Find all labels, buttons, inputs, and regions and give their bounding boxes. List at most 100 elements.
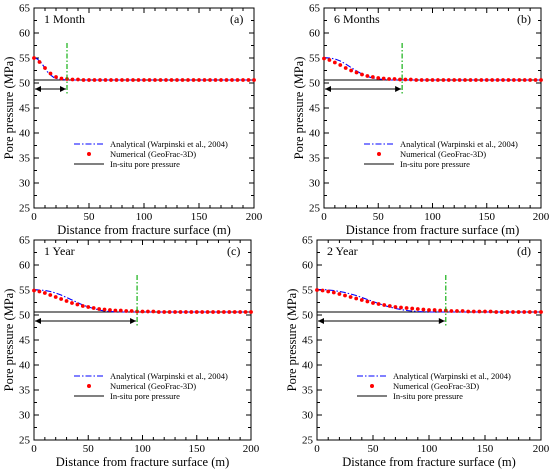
numerical-point — [449, 309, 454, 313]
numerical-point — [81, 78, 86, 82]
numerical-point — [488, 309, 493, 314]
numerical-point — [343, 293, 347, 298]
panel-title: 1 Year — [44, 244, 75, 258]
legend: Analytical (Warpinski et al., 2004)Numer… — [74, 371, 228, 401]
numerical-point — [392, 77, 397, 81]
y-tick-label: 50 — [19, 310, 31, 322]
arrow-head-right — [130, 318, 137, 324]
numerical-point — [484, 78, 489, 82]
numerical-point — [197, 78, 201, 82]
numerical-point — [120, 78, 124, 82]
numerical-point — [70, 301, 74, 305]
numerical-point — [430, 78, 435, 82]
numerical-point — [354, 296, 359, 301]
numerical-point — [224, 78, 229, 82]
x-axis-label: Distance from fracture surface (m) — [342, 455, 516, 469]
x-tick-label: 200 — [533, 443, 550, 455]
numerical-point — [75, 302, 80, 307]
numerical-point — [147, 78, 152, 82]
panel-letter: (b) — [517, 12, 531, 26]
numerical-point — [184, 310, 188, 314]
y-tick-label: 35 — [19, 385, 31, 397]
x-tick-label: 100 — [421, 443, 438, 455]
numerical-point — [432, 308, 437, 312]
numerical-point — [91, 306, 96, 310]
chart-panel-2: 25 30 35 40 45 50 55 60 65 0 50 100 150 200 Distance f… — [292, 3, 550, 238]
y-tick-label: 25 — [309, 203, 321, 215]
numerical-point — [505, 310, 510, 314]
numerical-point — [327, 58, 332, 62]
numerical-point — [156, 310, 161, 314]
numerical-point — [173, 310, 177, 314]
plot-frame — [323, 7, 542, 209]
y-axis-label: Pore pressure (MPa) — [2, 57, 16, 160]
y-tick-label: 60 — [309, 28, 321, 40]
y-tick-label: 45 — [302, 335, 314, 347]
panel-letter: (d) — [517, 244, 531, 258]
numerical-point — [221, 310, 226, 314]
plot-frame — [33, 239, 252, 441]
arrow-head-left — [35, 86, 41, 92]
numerical-point — [243, 310, 248, 314]
numerical-point — [516, 310, 521, 314]
numerical-point — [517, 78, 522, 82]
plot-frame — [316, 239, 542, 441]
y-tick-label: 40 — [19, 128, 31, 140]
numerical-point — [59, 76, 64, 81]
legend: Analytical (Warpinski et al., 2004)Numer… — [364, 139, 518, 169]
y-tick-label: 50 — [19, 78, 31, 90]
numerical-point — [205, 310, 210, 314]
numerical-point — [539, 78, 543, 82]
legend-analytical-label: Analytical (Warpinski et al., 2004) — [393, 371, 511, 381]
numerical-point — [125, 78, 130, 82]
arrow-head-left — [318, 318, 324, 324]
legend-numerical-swatch — [87, 384, 91, 388]
numerical-point — [398, 77, 402, 82]
numerical-point — [54, 75, 58, 79]
numerical-point — [102, 307, 107, 312]
numerical-point — [153, 78, 157, 82]
panel-title: 6 Months — [334, 12, 380, 26]
numerical-point — [158, 78, 163, 82]
numerical-point — [246, 78, 251, 82]
arrow-head-right — [438, 318, 445, 324]
numerical-point — [414, 78, 419, 82]
numerical-point — [483, 309, 487, 314]
numerical-point — [232, 310, 237, 314]
numerical-point — [249, 310, 253, 314]
legend: Analytical (Warpinski et al., 2004)Numer… — [74, 139, 228, 169]
x-tick-label: 0 — [314, 443, 320, 455]
numerical-point — [202, 78, 207, 82]
y-tick-label: 45 — [19, 103, 31, 115]
numerical-point — [533, 78, 538, 82]
series-analytical-line — [317, 288, 541, 313]
numerical-point — [208, 78, 212, 82]
y-tick-label: 25 — [19, 203, 31, 215]
numerical-point — [404, 306, 409, 310]
numerical-point — [501, 78, 505, 82]
numerical-point — [477, 309, 482, 314]
numerical-point — [129, 309, 134, 313]
x-axis-label: Distance from fracture surface (m) — [57, 223, 231, 237]
legend-numerical-label: Numerical (GeoFrac-3D) — [400, 149, 486, 159]
numerical-point — [151, 309, 156, 314]
y-tick-label: 65 — [302, 235, 314, 247]
numerical-point — [522, 78, 527, 82]
numerical-point — [471, 309, 476, 314]
series-analytical-line — [323, 56, 541, 81]
y-tick-label: 30 — [302, 410, 314, 422]
numerical-point — [80, 304, 85, 308]
x-tick-label: 150 — [191, 211, 208, 223]
y-tick-label: 35 — [309, 153, 321, 165]
numerical-point — [213, 78, 218, 82]
numerical-point — [238, 310, 243, 314]
chart-panel-4: 25 30 35 40 45 50 55 60 65 0 50 100 150 200 Distance f… — [285, 235, 550, 470]
numerical-point — [382, 303, 387, 307]
x-tick-label: 50 — [83, 443, 95, 455]
numerical-point — [348, 295, 353, 299]
y-tick-label: 65 — [309, 3, 321, 15]
numerical-point — [164, 78, 168, 82]
numerical-point — [43, 66, 47, 70]
numerical-point — [360, 72, 364, 77]
numerical-point — [146, 309, 150, 314]
